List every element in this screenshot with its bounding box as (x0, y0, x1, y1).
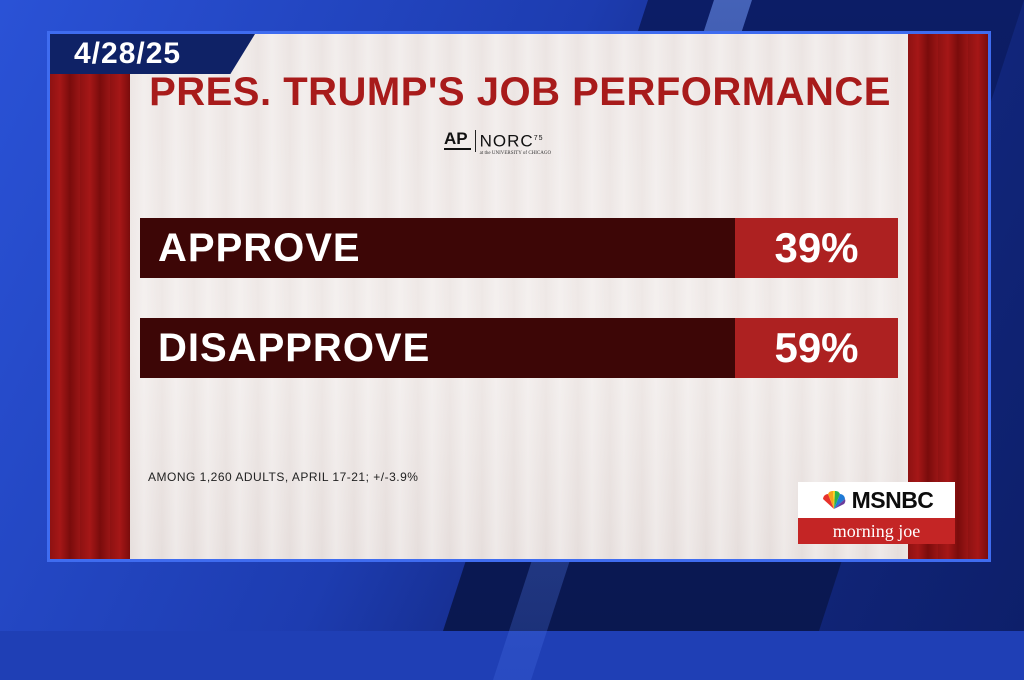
network-logo: MSNBC morning joe (798, 482, 955, 544)
result-label: APPROVE (158, 225, 361, 270)
result-value: 39% (735, 218, 898, 278)
norc-logo-text: NORC75 (479, 131, 544, 151)
result-bar-disapprove: DISAPPROVE 59% (140, 318, 898, 378)
show-name: morning joe (798, 518, 955, 544)
date-text: 4/28/25 (74, 37, 182, 70)
network-name: MSNBC (851, 486, 934, 513)
norc-logo: NORC75 at the UNIVERSITY of CHICAGO (480, 130, 551, 156)
network-logo-top: MSNBC (798, 482, 955, 518)
ap-logo: AP (444, 130, 471, 150)
peacock-icon (822, 490, 845, 509)
result-value: 59% (735, 318, 898, 378)
curtain-right (908, 34, 988, 559)
curtain-left (50, 34, 130, 559)
footnote: AMONG 1,260 ADULTS, APRIL 17-21; +/-3.9% (148, 470, 419, 484)
graphic-frame: 4/28/25 PRES. TRUMP'S JOB PERFORMANCE AP… (47, 31, 991, 562)
graphic-panel (130, 34, 908, 559)
page-title: PRES. TRUMP'S JOB PERFORMANCE (149, 70, 891, 114)
source-logo: AP NORC75 at the UNIVERSITY of CHICAGO (444, 130, 551, 160)
norc-logo-subtitle: at the UNIVERSITY of CHICAGO (479, 150, 552, 156)
result-label: DISAPPROVE (158, 325, 431, 370)
logo-divider (474, 130, 476, 152)
result-bar-approve: APPROVE 39% (140, 218, 898, 278)
date-tag: 4/28/25 (50, 34, 255, 74)
